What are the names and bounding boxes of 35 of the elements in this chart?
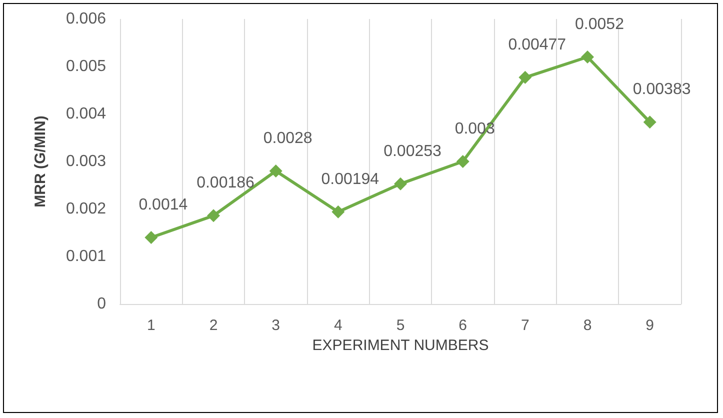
point [269,164,282,178]
data-label: 0.0028 [263,130,312,147]
data-label: 0.00186 [196,174,255,192]
x-tick-label: 5 [396,317,405,334]
x-tick-label: 3 [272,317,280,334]
point [207,209,220,222]
data-label: 0.00253 [384,142,442,160]
y-tick-label: 0.006 [66,10,106,28]
y-axis-title: MRR (G/MIN) [32,116,49,208]
data-label: 0.00383 [632,81,691,98]
x-axis-title: EXPERIMENT NUMBERS [312,336,489,354]
point [581,50,594,64]
x-tick-label: 7 [520,317,530,334]
y-tick-label: 0.002 [66,200,106,218]
x-tick-label: 1 [146,317,156,334]
x-tick-label: 6 [458,317,468,334]
point [332,205,345,218]
point [518,70,532,84]
data-label: 0.0052 [575,16,624,33]
x-tick-label: 2 [209,317,218,334]
data-label: 0.00477 [508,36,566,54]
x-tick-label: 4 [334,317,342,334]
y-tick-label: 0.005 [66,58,106,75]
point [456,155,470,168]
y-tick-label: 0.004 [66,106,106,122]
point [643,116,656,129]
x-tick-label: 8 [583,317,592,334]
point [394,177,407,190]
y-tick-label: 0 [97,296,106,312]
point [144,231,158,244]
data-label: 0.00194 [321,170,380,188]
y-tick-label: 0.003 [66,153,106,170]
x-tick-label: 9 [646,317,654,334]
data-label: 0.0014 [138,196,188,214]
y-tick-label: 0.001 [66,248,106,265]
